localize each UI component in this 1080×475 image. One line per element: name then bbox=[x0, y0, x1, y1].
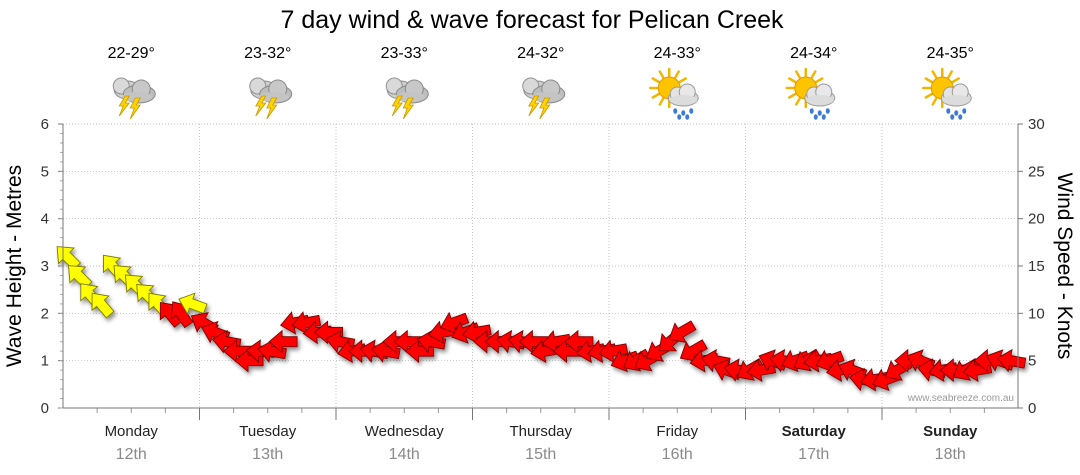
right-tick-label: 0 bbox=[1028, 400, 1036, 417]
day-temp: 24-35° bbox=[927, 45, 974, 62]
thunderstorm-icon bbox=[249, 77, 293, 120]
wind-arrow bbox=[178, 292, 208, 315]
day-date: 12th bbox=[116, 446, 147, 463]
day-date: 15th bbox=[525, 446, 556, 463]
day-date: 14th bbox=[389, 446, 420, 463]
day-temp: 24-32° bbox=[517, 45, 564, 62]
right-tick-label: 5 bbox=[1028, 353, 1036, 370]
left-tick-label: 6 bbox=[41, 116, 49, 133]
watermark: www.seabreeze.com.au bbox=[907, 393, 1014, 404]
wind-arrow bbox=[996, 348, 1027, 373]
day-date: 18th bbox=[935, 446, 966, 463]
left-tick-label: 2 bbox=[41, 305, 49, 322]
day-name: Thursday bbox=[509, 423, 572, 440]
left-tick-label: 1 bbox=[41, 353, 49, 370]
right-tick-label: 20 bbox=[1028, 211, 1045, 228]
sun-showers-icon bbox=[922, 67, 972, 120]
day-name: Sunday bbox=[923, 423, 978, 440]
day-name: Friday bbox=[656, 423, 698, 440]
left-tick-label: 3 bbox=[41, 258, 49, 275]
chart-title: 7 day wind & wave forecast for Pelican C… bbox=[280, 6, 784, 34]
sun-showers-icon bbox=[649, 67, 699, 120]
right-tick-label: 15 bbox=[1028, 258, 1045, 275]
day-temp: 22-29° bbox=[108, 45, 155, 62]
day-date: 17th bbox=[798, 446, 829, 463]
thunderstorm-icon bbox=[385, 77, 429, 120]
wind-arrow bbox=[268, 329, 298, 354]
day-temp: 24-34° bbox=[790, 45, 837, 62]
day-name: Monday bbox=[105, 423, 159, 440]
wind-arrow bbox=[668, 320, 697, 343]
sun-showers-icon bbox=[785, 67, 836, 120]
day-name: Tuesday bbox=[239, 423, 296, 440]
left-tick-label: 4 bbox=[41, 211, 49, 228]
day-temp: 23-33° bbox=[381, 45, 428, 62]
thunderstorm-icon bbox=[112, 77, 156, 120]
day-date: 16th bbox=[662, 446, 693, 463]
right-axis-title: Wind Speed - Knots bbox=[1053, 173, 1076, 360]
wind-arrow bbox=[313, 320, 344, 345]
day-temp: 23-32° bbox=[244, 45, 291, 62]
day-name: Wednesday bbox=[365, 423, 444, 440]
thunderstorm-icon bbox=[522, 77, 566, 120]
left-axis-title: Wave Height - Metres bbox=[3, 165, 26, 367]
right-tick-label: 10 bbox=[1028, 305, 1045, 322]
day-name: Saturday bbox=[782, 423, 847, 440]
left-tick-label: 0 bbox=[41, 400, 49, 417]
day-date: 13th bbox=[252, 446, 283, 463]
wind-arrow bbox=[91, 292, 115, 319]
right-tick-label: 30 bbox=[1028, 116, 1045, 133]
left-tick-label: 5 bbox=[41, 163, 49, 180]
day-temp: 24-33° bbox=[654, 45, 701, 62]
right-tick-label: 25 bbox=[1028, 163, 1045, 180]
